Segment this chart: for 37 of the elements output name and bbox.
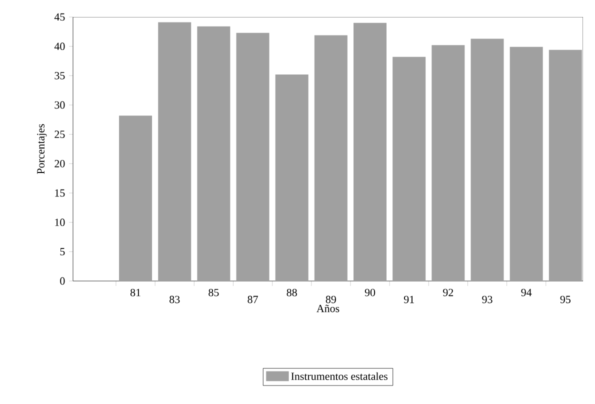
- x-tick-label: 85: [208, 288, 219, 296]
- bar: [510, 46, 543, 281]
- y-tick-label: 30: [54, 101, 65, 109]
- x-tick-label: 91: [404, 296, 414, 304]
- x-tick-label: 81: [130, 288, 140, 296]
- y-tick-label: 15: [55, 189, 65, 197]
- x-tick-label: 95: [560, 296, 570, 304]
- bar: [197, 26, 230, 281]
- bar: [392, 56, 426, 281]
- bar: [314, 35, 348, 281]
- y-tick-label: 20: [54, 160, 65, 168]
- y-tick-label: 40: [54, 42, 65, 50]
- bar: [354, 22, 387, 281]
- x-tick-label: 87: [248, 296, 258, 304]
- y-tick-label: 0: [60, 277, 65, 285]
- bar: [236, 32, 270, 281]
- bar: [432, 45, 465, 281]
- x-tick-label: 93: [482, 296, 492, 304]
- x-tick-label: 94: [521, 288, 532, 296]
- bar: [119, 116, 152, 281]
- x-tick-label: 83: [170, 296, 180, 304]
- x-tick-label: 92: [443, 288, 454, 296]
- bar: [158, 22, 192, 281]
- y-axis-title: Porcentajes: [37, 124, 47, 174]
- y-tick-label: 5: [60, 248, 65, 256]
- y-tick-label: 10: [55, 218, 65, 226]
- bar: [275, 74, 308, 281]
- y-tick-label: 25: [54, 130, 65, 138]
- y-tick-label: 45: [54, 13, 65, 21]
- x-tick-label: 90: [364, 288, 376, 296]
- x-axis-title: Años: [316, 304, 340, 312]
- x-tick-label: 89: [326, 296, 336, 304]
- bar: [548, 50, 582, 281]
- legend-label: Instrumentos estatales: [291, 372, 388, 380]
- x-tick-label: 88: [286, 288, 297, 296]
- bar: [470, 38, 504, 281]
- y-tick-label: 35: [54, 72, 65, 80]
